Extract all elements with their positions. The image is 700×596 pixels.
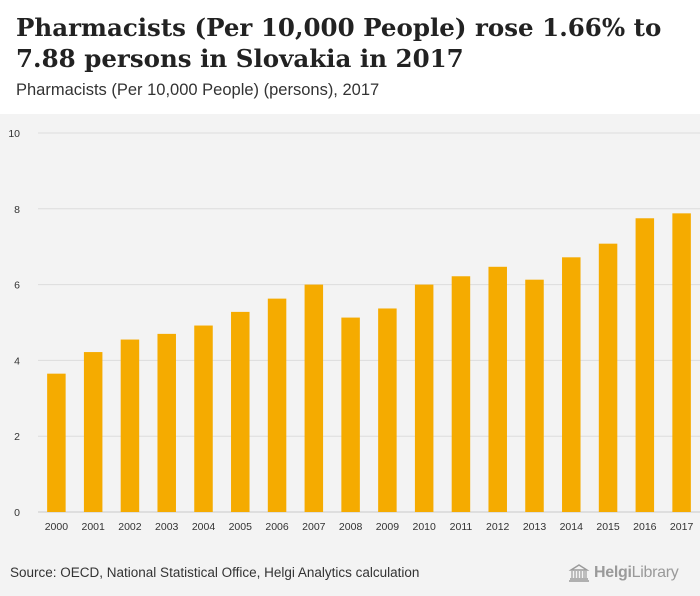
bar-2004[interactable]: [194, 325, 213, 512]
chart-title: Pharmacists (Per 10,000 People) rose 1.6…: [16, 13, 662, 73]
y-tick-label: 6: [14, 280, 20, 292]
x-tick-label: 2006: [265, 521, 289, 533]
y-tick-label: 0: [14, 507, 20, 519]
bar-2009[interactable]: [378, 308, 397, 512]
x-tick-label: 2007: [302, 521, 326, 533]
bar-2014[interactable]: [562, 257, 581, 512]
x-tick-label: 2017: [670, 521, 694, 533]
bar-2001[interactable]: [83, 352, 103, 512]
grid-lines: [38, 132, 700, 513]
logo-text-bold: Helgi: [594, 564, 632, 581]
bar-2012[interactable]: [488, 266, 507, 512]
x-tick-label: 2001: [81, 521, 105, 533]
x-tick-label: 2003: [155, 521, 179, 533]
x-tick-label: 2005: [229, 521, 253, 533]
x-tick-label: 2014: [560, 521, 584, 533]
x-tick-label: 2011: [450, 521, 473, 533]
helgilibrary-logo[interactable]: HelgiLibrary: [568, 561, 679, 585]
x-tick-label: 2000: [45, 521, 69, 533]
logo-text: HelgiLibrary: [594, 564, 679, 582]
y-tick-label: 10: [8, 128, 20, 140]
y-axis-ticks: 0 2 4 6 8 10: [8, 128, 20, 519]
bar-2006[interactable]: [267, 298, 287, 512]
bar-2005[interactable]: [231, 311, 250, 512]
x-tick-label: 2008: [339, 521, 363, 533]
bar-2007[interactable]: [304, 284, 324, 512]
bar-2016[interactable]: [635, 218, 655, 512]
library-building-icon: [568, 564, 590, 582]
x-tick-label: 2004: [192, 521, 216, 533]
x-tick-label: 2009: [376, 521, 400, 533]
bar-2017[interactable]: [672, 213, 691, 512]
chart-header: Pharmacists (Per 10,000 People) rose 1.6…: [0, 0, 700, 114]
bar-2002[interactable]: [120, 339, 140, 512]
x-tick-label: 2002: [118, 521, 142, 533]
bar-2015[interactable]: [598, 243, 618, 512]
bar-chart: 0 2 4 6 8 10 2000 2001 2002 2003 2004 2005 2006 2007…: [8, 128, 700, 533]
x-tick-label: 2013: [523, 521, 547, 533]
bar-2000[interactable]: [47, 373, 66, 512]
y-tick-label: 2: [14, 431, 20, 443]
source-note: Source: OECD, National Statistical Offic…: [10, 565, 420, 580]
y-tick-label: 8: [14, 204, 20, 216]
bar-2010[interactable]: [414, 284, 434, 512]
chart-subtitle: Pharmacists (Per 10,000 People) (persons…: [16, 81, 380, 99]
x-tick-label: 2016: [633, 521, 657, 533]
x-tick-label: 2010: [412, 521, 436, 533]
bar-2011[interactable]: [451, 276, 471, 512]
bar-2003[interactable]: [157, 333, 176, 512]
x-tick-label: 2015: [596, 521, 620, 533]
logo-text-light: Library: [631, 564, 679, 581]
bar-2013[interactable]: [525, 279, 544, 512]
bar-2008[interactable]: [341, 317, 360, 512]
x-tick-label: 2012: [486, 521, 510, 533]
x-axis-ticks: 2000 2001 2002 2003 2004 2005 2006 2007 2008 2009…: [45, 521, 694, 533]
bars: [47, 213, 691, 512]
y-tick-label: 4: [14, 355, 20, 367]
